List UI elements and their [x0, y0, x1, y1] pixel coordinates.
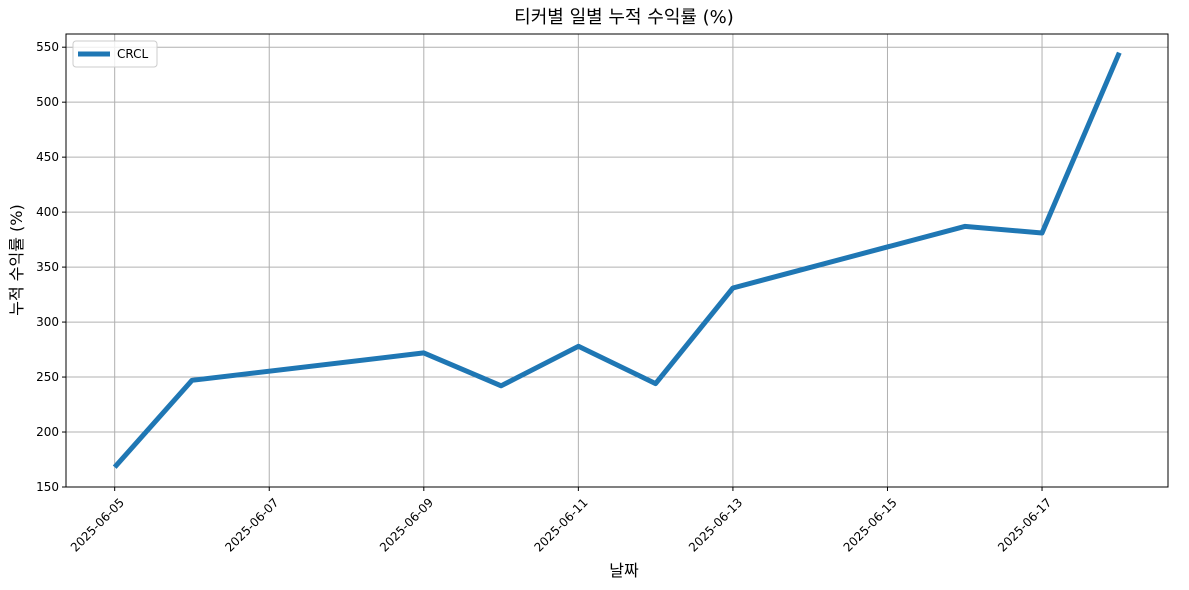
y-tick-label: 300 [36, 315, 59, 329]
y-tick-label: 400 [36, 205, 59, 219]
x-axis-label: 날짜 [609, 561, 639, 580]
grid-layer [66, 34, 1168, 488]
series-layer [112, 51, 1122, 469]
y-tick-label: 350 [36, 260, 59, 274]
plot-frame [65, 33, 1169, 488]
series-line-crcl [112, 51, 1122, 469]
y-tick-label: 250 [36, 370, 59, 384]
legend: CRCL [72, 40, 158, 68]
legend-label-crcl: CRCL [117, 47, 148, 61]
legend-box [72, 40, 158, 68]
y-tick-label: 550 [36, 40, 59, 54]
y-tick-label: 500 [36, 95, 59, 109]
y-tick-label: 450 [36, 150, 59, 164]
y-tick-label: 200 [36, 425, 59, 439]
chart-title: 티커별 일별 누적 수익률 (%) [514, 7, 734, 28]
y-tick-label: 150 [36, 480, 59, 494]
y-axis-label: 누적 수익률 (%) [7, 204, 26, 315]
